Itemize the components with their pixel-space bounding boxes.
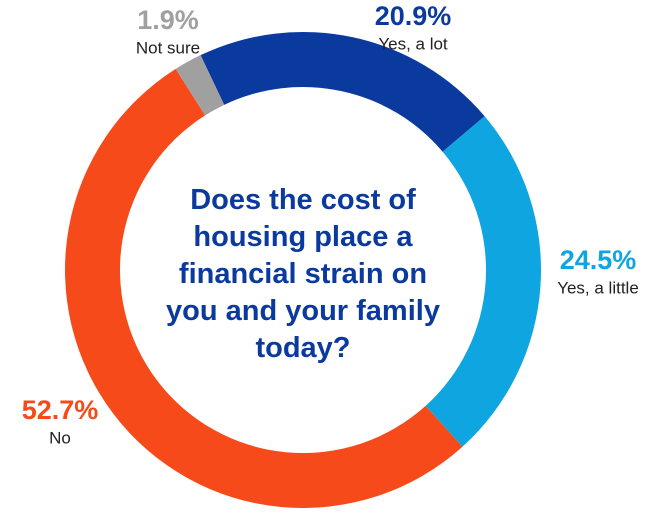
value-label: 20.9% [375,1,452,31]
legend-label: Not sure [136,38,200,57]
value-label: 1.9% [137,5,199,35]
donut-slice [65,68,463,509]
donut-slice [425,116,541,447]
value-label: 24.5% [560,245,637,275]
legend-label: Yes, a little [557,278,639,297]
donut-slice [175,55,225,116]
donut-slice [200,32,485,152]
value-label: 52.7% [22,395,99,425]
chart-title: Does the cost of housing place a financi… [166,184,440,364]
legend-label: Yes, a lot [378,34,448,53]
legend-label: No [49,428,71,447]
